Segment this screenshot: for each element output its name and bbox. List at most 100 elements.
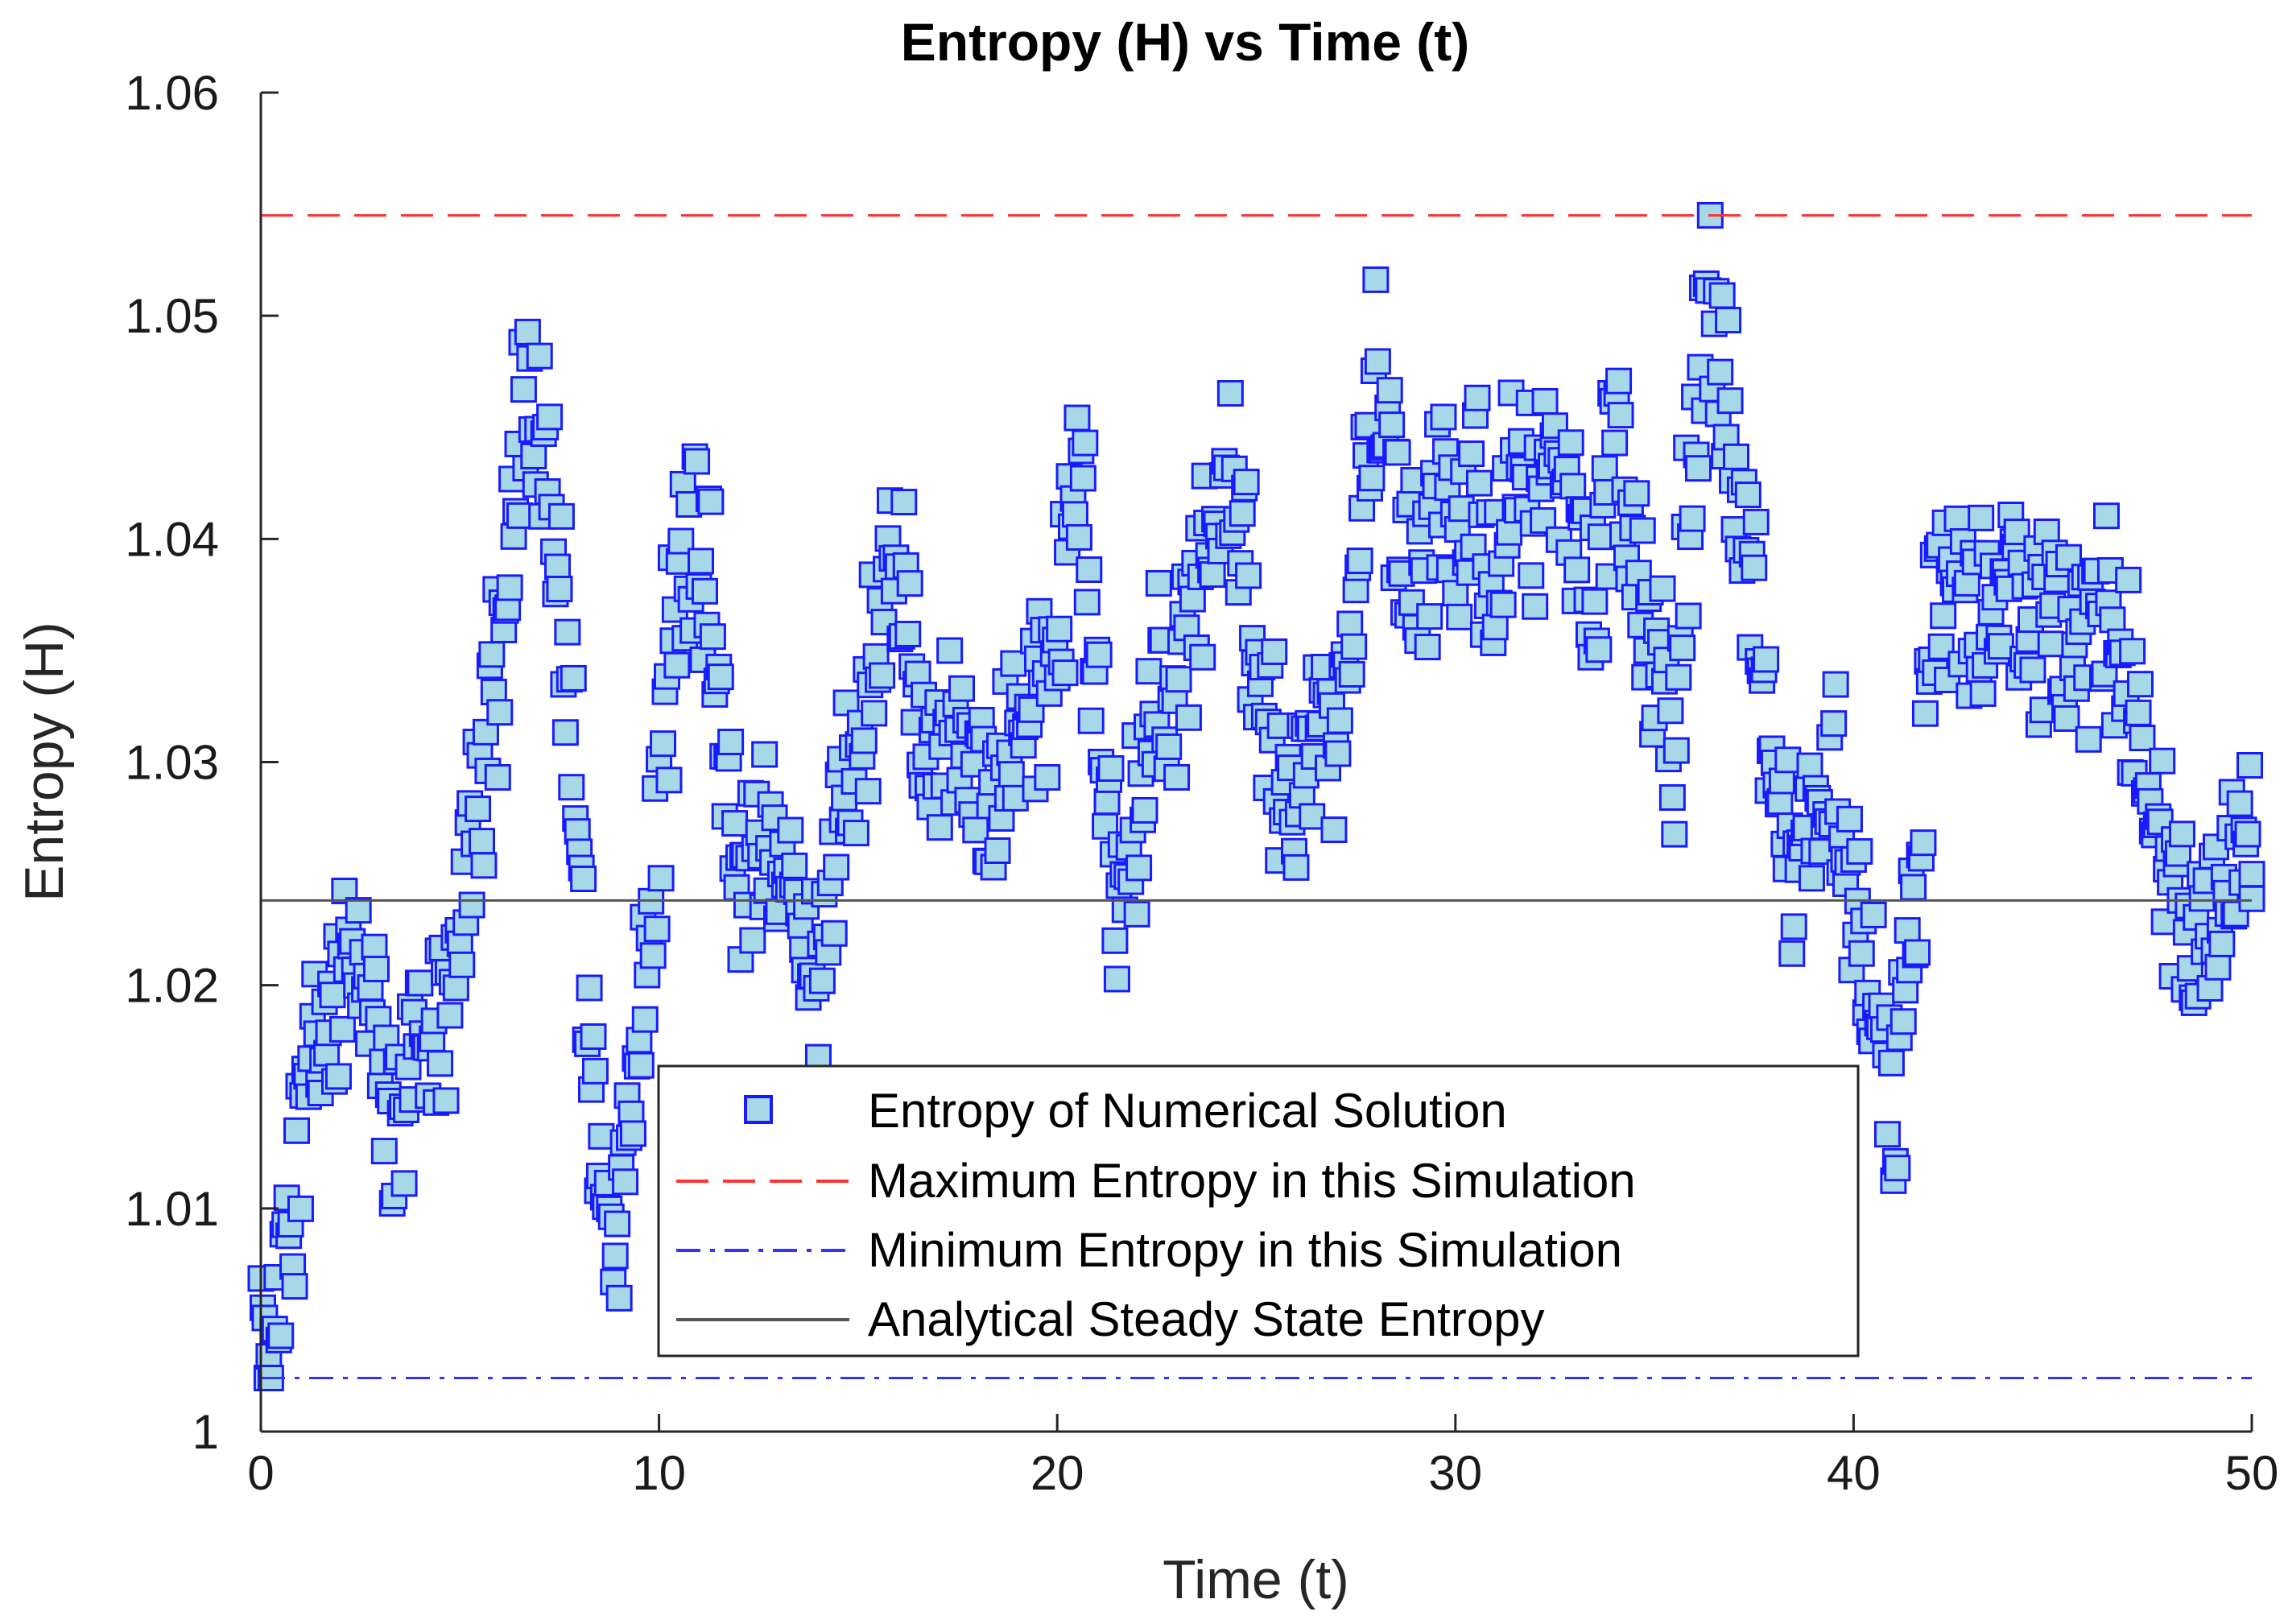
data-point [1175,704,1202,731]
data-point [486,699,514,726]
data-point [1336,610,1364,638]
data-point [407,969,434,997]
data-point [1968,504,1995,531]
data-point [1741,554,1768,581]
data-point [1299,803,1326,830]
data-point [1722,443,1749,470]
data-point [1943,505,1971,532]
data-point [699,623,726,651]
data-point [1715,307,1742,334]
ticks-layer: 0 10 20 30 40 50 1 1.01 1.02 1.03 1.04 1.05 1.06 [125,66,2278,1500]
data-point [721,810,749,837]
data-point [1135,658,1163,685]
data-point [1097,754,1125,782]
data-point [370,1138,398,1165]
data-point [427,1050,454,1077]
data-point [1649,575,1676,602]
data-point [2238,885,2265,912]
y-axis-label: Entropy (H) [14,622,75,902]
data-point [2208,930,2236,957]
data-point [1340,633,1368,660]
data-point [1489,591,1517,618]
data-point [1707,358,1734,386]
data-point [1061,501,1088,528]
y-tick-label: 1.02 [125,959,219,1013]
x-tick-label: 20 [1030,1446,1084,1500]
data-point [850,727,878,754]
data-point [1894,917,1921,944]
data-point [1073,589,1101,616]
data-point [1860,901,1887,928]
data-point [581,1057,609,1085]
data-point [2204,953,2232,981]
data-point [484,764,511,791]
data-point [1911,700,1939,727]
data-point [458,891,485,919]
plot-area: 0 10 20 30 40 50 1 1.01 1.02 1.03 1.04 1.05 1.06 [125,66,2278,1500]
data-point [1873,1121,1901,1148]
legend-label-analytical: Analytical Steady State Entropy [868,1292,1544,1346]
data-point [287,1195,314,1222]
data-point [1969,680,1997,707]
data-point [777,816,804,844]
data-point [2238,861,2265,888]
data-point [1734,481,1761,509]
data-point [1199,561,1226,589]
data-point [1665,663,1692,691]
x-tick-label: 40 [1827,1446,1881,1500]
legend-label-numerical: Entropy of Numerical Solution [868,1084,1507,1138]
data-point [808,967,836,994]
data-point [854,778,882,805]
data-point [580,1023,607,1050]
data-point [1522,593,1549,620]
data-point [1324,740,1352,767]
data-point [588,1122,615,1150]
data-point [739,927,766,954]
data-point [526,342,553,370]
data-point [1657,697,1684,725]
data-point [1685,455,1712,482]
data-point [639,942,667,969]
data-point [1581,588,1609,615]
data-point [2019,656,2046,684]
data-point [1155,733,1183,760]
data-point [2226,790,2253,817]
data-point [926,814,953,841]
data-point [1716,387,1744,415]
data-point [604,1210,631,1238]
legend-label-maximum: Maximum Entropy in this Simulation [868,1154,1636,1208]
data-point [1930,602,1957,630]
data-point [647,865,675,892]
data-point [820,919,848,947]
data-point [1063,404,1091,432]
data-point [465,795,492,823]
x-tick-label: 10 [632,1446,686,1500]
data-point [2149,747,2176,775]
chart-title: Entropy (H) vs Time (t) [901,12,1470,72]
x-tick-label: 30 [1428,1446,1482,1500]
data-point [1836,805,1863,833]
data-point [707,663,734,691]
data-point [1927,633,1955,660]
data-point [510,376,537,403]
legend: Entropy of Numerical Solution Maximum En… [657,1064,1860,1357]
data-point [448,951,476,978]
data-point [1798,865,1825,892]
data-point [1261,638,1288,665]
data-point [1605,367,1633,395]
data-point [1662,737,1690,764]
data-point [1131,796,1158,824]
data-point [605,1284,633,1312]
data-point [361,933,388,961]
data-point [1072,429,1099,457]
data-point [655,767,683,794]
data-point [1846,837,1873,865]
data-point [1557,429,1584,457]
data-point [1518,562,1545,589]
data-point [1742,508,1770,535]
data-point [1376,377,1403,404]
data-point [936,637,964,664]
data-point [2037,630,2064,658]
data-point [520,442,547,469]
